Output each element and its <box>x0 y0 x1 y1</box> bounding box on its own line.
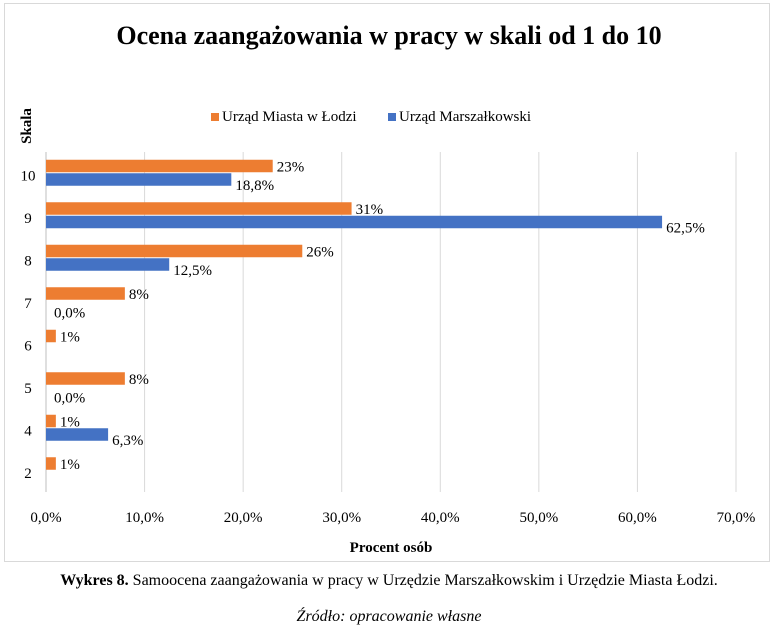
bar-lodz-7 <box>46 287 125 300</box>
x-tick-label-6: 60,0% <box>618 510 657 526</box>
x-tick-label-2: 20,0% <box>224 510 263 526</box>
chart-frame <box>4 3 770 562</box>
y-axis-title: Skala <box>19 108 35 144</box>
x-tick-label-5: 50,0% <box>519 510 558 526</box>
legend-swatch-1 <box>211 113 219 121</box>
y-tick-label-2: 2 <box>24 466 32 482</box>
legend-label-2: Urząd Marszałkowski <box>399 109 531 125</box>
figure-caption-prefix: Wykres 8. <box>60 572 129 589</box>
data-label-lodz-10: 23% <box>277 159 305 175</box>
figure-caption-text: Samoocena zaangażowania w pracy w Urzędz… <box>128 572 718 589</box>
x-tick-label-4: 40,0% <box>421 510 460 526</box>
chart-title: Ocena zaangażowania w pracy w skali od 1… <box>116 21 661 50</box>
figure-caption: Wykres 8. Samoocena zaangażowania w prac… <box>0 572 778 590</box>
data-label-marszalkowski-9: 62,5% <box>666 220 705 236</box>
data-label-marszalkowski-8: 12,5% <box>173 263 212 279</box>
x-axis-title: Procent osób <box>350 540 433 556</box>
data-label-lodz-4: 1% <box>60 414 80 430</box>
y-tick-label-10: 10 <box>21 168 36 184</box>
bar-lodz-2 <box>46 457 56 470</box>
bar-marszalkowski-4 <box>46 428 109 441</box>
y-tick-label-9: 9 <box>24 211 32 227</box>
data-label-lodz-6: 1% <box>60 329 80 345</box>
bar-lodz-5 <box>46 372 125 385</box>
bar-lodz-8 <box>46 244 303 258</box>
bar-marszalkowski-10 <box>46 173 232 186</box>
bar-lodz-6 <box>46 329 56 343</box>
y-tick-label-6: 6 <box>24 338 32 354</box>
bar-lodz-10 <box>46 159 273 173</box>
x-tick-label-0: 0,0% <box>30 510 61 526</box>
data-label-lodz-2: 1% <box>60 457 80 473</box>
x-tick-label-7: 70,0% <box>717 510 756 526</box>
data-label-marszalkowski-5: 0,0% <box>54 390 85 406</box>
y-tick-label-7: 7 <box>24 296 32 312</box>
bar-lodz-4 <box>46 414 56 428</box>
figure-source: Źródło: opracowanie własne <box>296 608 482 625</box>
y-tick-label-8: 8 <box>24 253 32 269</box>
data-label-marszalkowski-7: 0,0% <box>54 305 85 321</box>
data-label-marszalkowski-4: 6,3% <box>112 433 143 449</box>
legend-swatch-2 <box>388 113 396 121</box>
data-label-lodz-8: 26% <box>306 244 334 260</box>
data-label-lodz-9: 31% <box>356 202 384 218</box>
bar-marszalkowski-9 <box>46 215 663 229</box>
legend-label-1: Urząd Miasta w Łodzi <box>222 109 357 125</box>
y-tick-label-4: 4 <box>24 423 32 439</box>
y-tick-label-5: 5 <box>24 381 32 397</box>
bar-lodz-9 <box>46 202 352 215</box>
x-tick-label-1: 10,0% <box>125 510 164 526</box>
chart: Ocena zaangażowania w pracy w skali od 1… <box>19 21 756 556</box>
data-label-lodz-7: 8% <box>129 287 149 303</box>
x-tick-label-3: 30,0% <box>322 510 361 526</box>
bar-marszalkowski-8 <box>46 258 170 271</box>
data-label-marszalkowski-10: 18,8% <box>235 178 274 194</box>
data-label-lodz-5: 8% <box>129 372 149 388</box>
